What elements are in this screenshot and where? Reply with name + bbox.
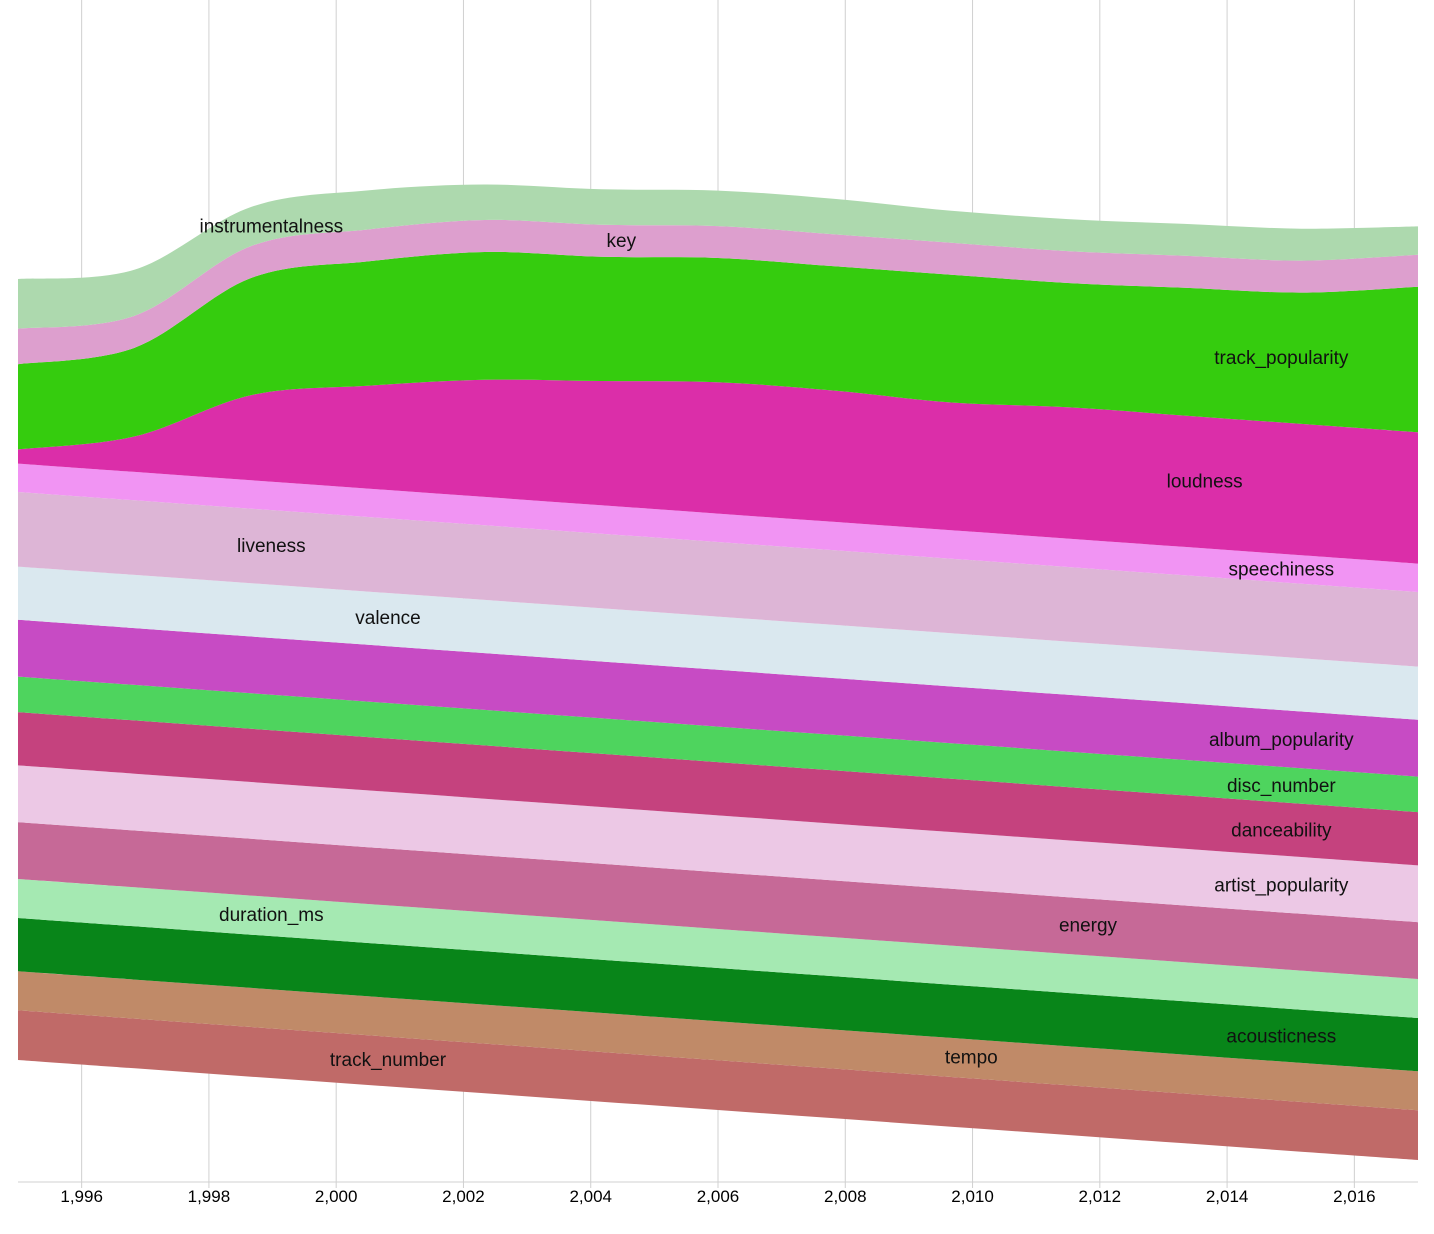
layer-label-energy: energy <box>1059 916 1118 937</box>
layer-label-tempo: tempo <box>945 1047 998 1068</box>
layer-label-loudness: loudness <box>1167 471 1243 492</box>
layer-track-popularity <box>18 251 1418 450</box>
layer-label-track-popularity: track_popularity <box>1214 348 1349 369</box>
x-tick-label-2000: 2,000 <box>315 1187 358 1206</box>
layer-artist-popularity <box>18 765 1418 923</box>
x-tick-label-2012: 2,012 <box>1079 1187 1122 1206</box>
layer-key <box>18 219 1418 365</box>
layer-label-artist-popularity: artist_popularity <box>1214 875 1349 896</box>
layer-label-valence: valence <box>355 608 421 629</box>
layer-album-popularity <box>18 619 1418 777</box>
layer-speechiness <box>18 463 1418 592</box>
x-tick-label-1996: 1,996 <box>60 1187 103 1206</box>
layer-disc-number <box>18 676 1418 813</box>
layer-danceability <box>18 712 1418 866</box>
layer-track-number <box>18 1010 1418 1160</box>
layer-label-instrumentalness: instrumentalness <box>200 216 344 237</box>
layer-tempo <box>18 971 1418 1111</box>
x-tick-label-2016: 2,016 <box>1333 1187 1376 1206</box>
x-tick-label-2008: 2,008 <box>824 1187 867 1206</box>
x-tick-label-2006: 2,006 <box>697 1187 740 1206</box>
layer-label-danceability: danceability <box>1231 820 1332 841</box>
layer-energy <box>18 822 1418 979</box>
x-tick-label-2014: 2,014 <box>1206 1187 1249 1206</box>
layer-label-duration-ms: duration_ms <box>219 905 324 926</box>
x-tick-label-2004: 2,004 <box>569 1187 612 1206</box>
layer-label-track-number: track_number <box>330 1050 447 1071</box>
layer-label-speechiness: speechiness <box>1229 559 1335 580</box>
layer-duration-ms <box>18 878 1418 1018</box>
x-tick-label-1998: 1,998 <box>188 1187 231 1206</box>
layer-liveness <box>18 492 1418 667</box>
layer-valence <box>18 566 1418 720</box>
x-tick-label-2010: 2,010 <box>951 1187 994 1206</box>
layer-label-disc-number: disc_number <box>1227 776 1336 797</box>
layer-label-key: key <box>607 231 637 252</box>
x-axis-ticks: 1,996 1,998 2,000 2,002 2,004 2,006 2,008 2,010… <box>60 1182 1376 1206</box>
stream-layers <box>18 184 1418 1160</box>
x-tick-label-2002: 2,002 <box>442 1187 485 1206</box>
layer-label-album-popularity: album_popularity <box>1209 730 1354 751</box>
layer-acousticness <box>18 918 1418 1072</box>
layer-label-liveness: liveness <box>237 536 306 557</box>
layer-loudness <box>18 379 1418 564</box>
layer-instrumentalness <box>18 184 1418 329</box>
layer-label-acousticness: acousticness <box>1226 1026 1336 1047</box>
layer-labels: track_number tempo acousticness duration_ms… <box>200 216 1355 1071</box>
